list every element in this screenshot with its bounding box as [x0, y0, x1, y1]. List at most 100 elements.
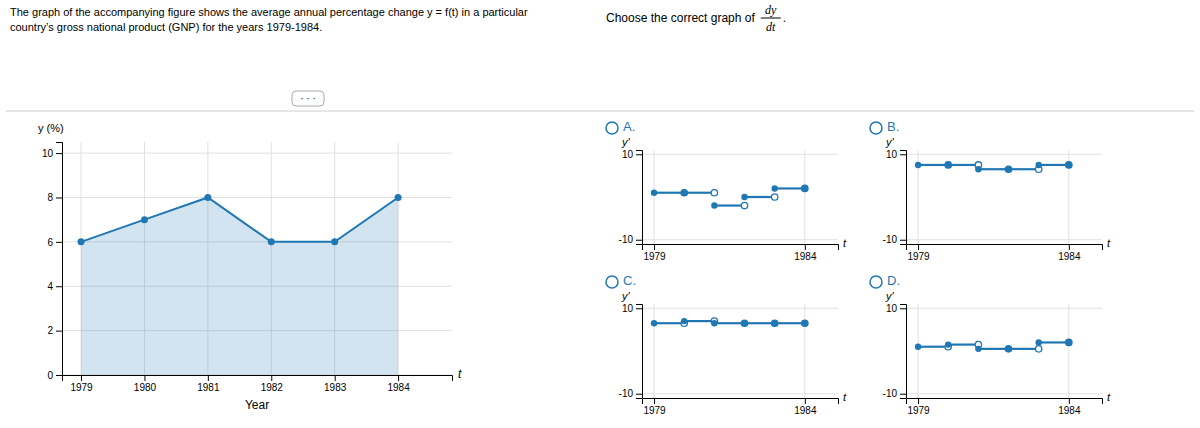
closed-dot [771, 320, 777, 326]
tick-label: 1980 [134, 382, 157, 393]
step-segment [775, 322, 805, 324]
closed-dot [711, 202, 717, 208]
option-label[interactable]: D. [887, 273, 900, 288]
grid-line [642, 239, 838, 240]
tick-mark [636, 308, 642, 309]
axis-line [636, 151, 643, 245]
radio-button[interactable] [870, 276, 882, 288]
step-segment [654, 322, 684, 324]
tick-mark [805, 398, 806, 404]
point [204, 194, 211, 201]
tick: 10 [886, 303, 906, 314]
grid-line [906, 308, 1102, 309]
open-dot [1005, 166, 1011, 172]
option-chart: A.19791984-1010y't [606, 119, 847, 262]
tick: 1983 [324, 375, 347, 393]
step-segment [745, 196, 775, 198]
more-button[interactable]: · · · [292, 91, 324, 106]
fraction-numerator: dy [765, 3, 777, 17]
closed-dot [651, 320, 657, 326]
open-dot [945, 162, 951, 168]
tick-mark [654, 244, 655, 250]
closed-dot [945, 341, 951, 347]
x-axis: 197919801981198219831984 [63, 375, 453, 393]
x-axis-title: t [843, 237, 847, 249]
tick-label: 4 [47, 281, 53, 292]
point [141, 216, 148, 223]
closed-dot [915, 162, 921, 168]
grid-line [906, 239, 1102, 240]
tick: 1984 [794, 398, 817, 416]
more-button-box[interactable] [292, 91, 324, 106]
tick: 1979 [643, 398, 666, 416]
x-axis: 19791984 [907, 244, 1103, 262]
point [331, 238, 338, 245]
tick-label: 10 [622, 303, 634, 314]
open-dot [741, 202, 747, 208]
step-segment [978, 348, 1008, 350]
tick-label: 1984 [1058, 251, 1081, 262]
tick-mark [900, 394, 906, 395]
y-axis-title: y' [885, 290, 895, 302]
tick: 10 [622, 303, 642, 314]
option-label[interactable]: A. [623, 119, 635, 134]
tick-label: 2 [47, 325, 53, 336]
tick-mark [144, 375, 145, 381]
closed-dot [711, 320, 717, 326]
x-axis: 19791984 [907, 398, 1103, 416]
step-segment [1009, 348, 1039, 350]
tick-label: 10 [42, 148, 54, 159]
axis-line [643, 245, 839, 251]
tick: -10 [619, 388, 642, 399]
closed-dot [945, 162, 951, 168]
tick-mark [654, 398, 655, 404]
tick-label: 10 [886, 303, 898, 314]
step-segment [714, 204, 744, 206]
tick-mark [900, 240, 906, 241]
tick-mark [56, 197, 62, 198]
grid [642, 150, 838, 244]
grid-line [62, 197, 452, 198]
grid [642, 304, 838, 398]
tick-mark [56, 242, 62, 243]
open-dot [1005, 346, 1011, 352]
open-dot [1035, 346, 1041, 352]
radio-button[interactable] [606, 276, 618, 288]
closed-dot [975, 346, 981, 352]
option-label[interactable]: B. [887, 119, 899, 134]
tick-mark [208, 375, 209, 381]
y-axis: -10 10 [619, 303, 643, 399]
x-axis-title: t [843, 391, 847, 403]
tick: 10 [622, 149, 642, 160]
option-label[interactable]: C. [623, 273, 636, 288]
closed-dot [1005, 346, 1011, 352]
tick: 1984 [387, 375, 410, 393]
tick: 1984 [1058, 398, 1081, 416]
y-axis-title: y' [885, 136, 895, 148]
more-button-label[interactable]: · · · [300, 93, 316, 104]
tick-label: 1983 [324, 382, 347, 393]
tick: 0 [47, 370, 62, 381]
grid-line [654, 304, 655, 398]
closed-dot [771, 185, 777, 191]
radio-button[interactable] [870, 122, 882, 134]
tick-mark [335, 375, 336, 381]
tick-label: 1979 [70, 382, 93, 393]
tick-label: 1984 [387, 382, 410, 393]
tick-mark [636, 394, 642, 395]
tick: 6 [47, 237, 62, 248]
x-axis: 1979 1984 [643, 398, 839, 416]
radio-button[interactable] [606, 122, 618, 134]
option-chart: D.19791984-1010y't [870, 273, 1111, 416]
step-segment [684, 320, 714, 322]
axis-end-label: t [458, 367, 462, 381]
tick-label: 10 [622, 149, 634, 160]
closed-dot [802, 185, 808, 191]
grid-line [654, 150, 655, 244]
point [268, 238, 275, 245]
closed-dot [975, 166, 981, 172]
closed-dot [1005, 166, 1011, 172]
area [81, 197, 398, 375]
step-segment [684, 192, 714, 194]
tick-mark [636, 240, 642, 241]
